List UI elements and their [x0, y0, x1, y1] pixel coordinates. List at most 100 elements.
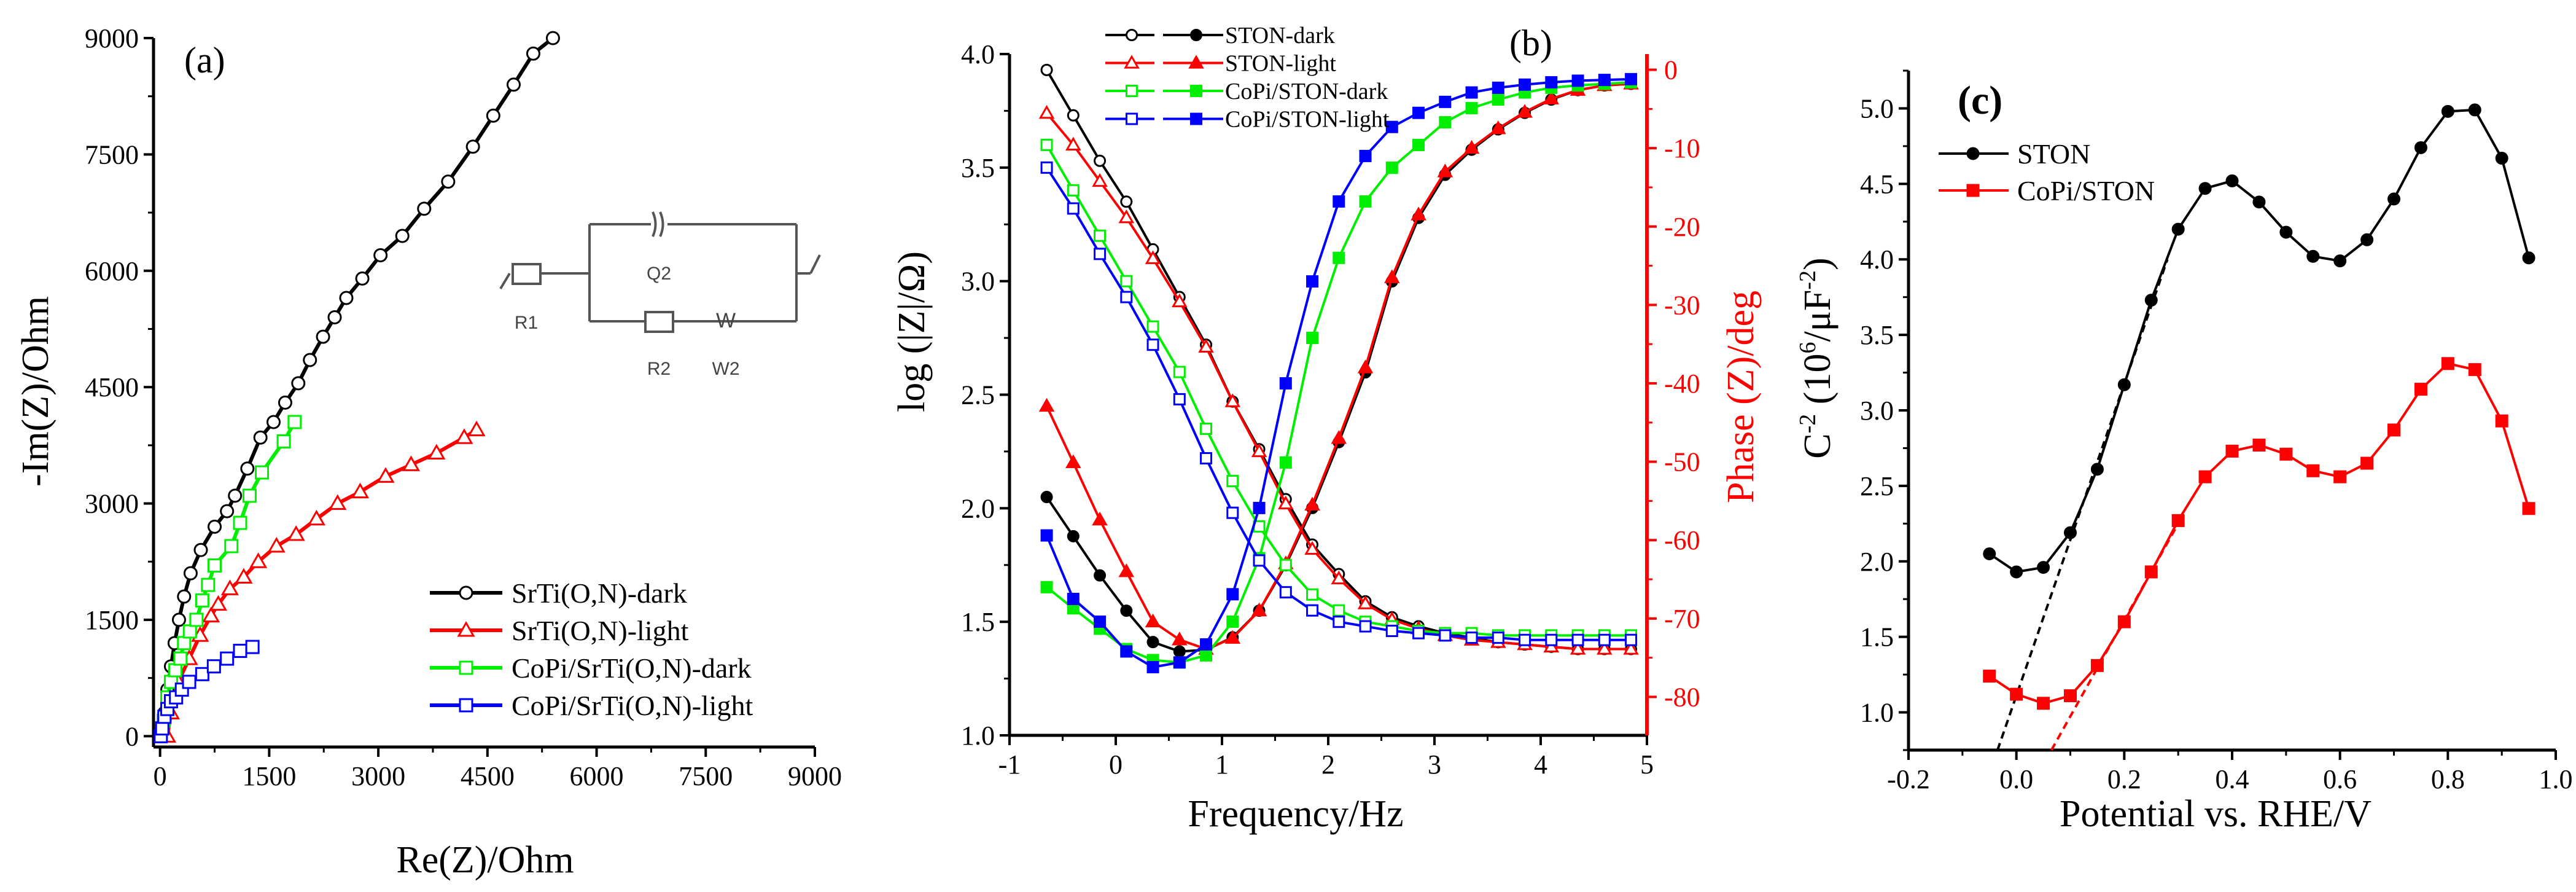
data-point [177, 636, 192, 651]
right-y-tick-label: -10 [1664, 133, 1700, 163]
y-tick-label: 1.5 [961, 607, 995, 637]
data-point [173, 651, 188, 666]
data-point [155, 721, 169, 736]
y-tick-label: 7500 [85, 139, 139, 170]
data-point [526, 46, 540, 61]
impedance-point [1359, 620, 1372, 633]
data-point [168, 663, 183, 678]
y-tick-label: 4500 [85, 372, 139, 402]
y-tick-label: 2.5 [961, 380, 995, 410]
panel-c-label: (c) [1958, 78, 2002, 123]
panel-a-nyquist: (a) Re(Z)/Ohm -Im(Z)/Ohm R1 Q2 R2 W2 W 0… [15, 23, 842, 881]
data-point [182, 675, 197, 689]
phase-point [1412, 106, 1425, 119]
data-point [182, 624, 197, 639]
impedance-point [1571, 633, 1584, 646]
impedance-point [1094, 154, 1107, 167]
impedance-point [1304, 541, 1320, 555]
phase-point [1492, 93, 1504, 106]
legend-item: CoPi/STON-light [1105, 107, 1390, 133]
phase-line [1045, 82, 1632, 651]
impedance-point [1067, 202, 1080, 215]
data-point [266, 415, 281, 429]
impedance-point [1279, 586, 1292, 599]
legend-label: SrTi(O,N)-light [512, 615, 689, 646]
data-point [209, 595, 228, 611]
data-point [2252, 439, 2266, 452]
phase-point [1065, 454, 1081, 469]
series-ston-light [1038, 76, 1639, 655]
data-point [249, 552, 268, 568]
data-point [373, 248, 388, 263]
impedance-point [1092, 173, 1108, 187]
data-point [2360, 233, 2374, 246]
impedance-point [1146, 320, 1159, 333]
y-tick-label: 4.0 [1860, 245, 1894, 275]
panel-b-y-title: log (|Z|/Ω) [891, 251, 933, 412]
legend-item: STON [1939, 138, 2090, 170]
legend-marker-filled [1190, 29, 1202, 41]
circuit-label-q2: Q2 [647, 264, 671, 284]
data-point [441, 174, 456, 189]
phase-point [1384, 269, 1400, 283]
phase-point [1412, 139, 1425, 152]
data-point [220, 651, 235, 666]
data-point [242, 488, 257, 503]
data-point [2010, 687, 2023, 701]
panel-c-x-title: Potential vs. RHE/V [2060, 793, 2372, 835]
impedance-point [1279, 558, 1292, 571]
phase-point [1306, 331, 1319, 344]
impedance-point [1038, 104, 1055, 119]
data-point [506, 77, 521, 92]
data-point [287, 525, 305, 541]
right-y-tick-label: -80 [1664, 682, 1700, 712]
x-tick-label: 0.2 [2107, 764, 2141, 794]
impedance-point [1623, 641, 1639, 655]
phase-point [1333, 251, 1345, 264]
impedance-point [1094, 229, 1107, 242]
legend-marker-open [1126, 29, 1138, 41]
data-point [2387, 192, 2400, 206]
panel-c-y-title: C-2 (106/μF-2) [1795, 257, 1839, 458]
phase-point [1279, 377, 1292, 389]
data-point [2144, 294, 2158, 307]
phase-point [1038, 397, 1055, 412]
phase-point [1463, 139, 1480, 154]
x-tick-label: 2 [1321, 749, 1335, 780]
data-point [202, 606, 220, 623]
legend-item: CoPi/SrTi(O,N)-dark [430, 652, 752, 684]
series-copi-srti-o-n-dark [157, 415, 302, 728]
phase-point [1333, 195, 1345, 208]
phase-point [1040, 529, 1053, 542]
data-point [351, 482, 370, 499]
y-tick-label: 4.5 [1860, 169, 1894, 199]
right-y-tick-label: -30 [1664, 290, 1700, 320]
phase-point [1437, 163, 1453, 178]
data-point [2333, 470, 2347, 483]
data-point [329, 494, 347, 511]
phase-point [1359, 195, 1372, 208]
phase-point [1226, 588, 1239, 601]
impedance-point [1200, 422, 1213, 435]
data-point [220, 579, 239, 595]
series-ston [1983, 103, 2535, 751]
circuit-label-r1: R1 [515, 313, 538, 333]
phase-point [1357, 359, 1374, 374]
data-point [240, 461, 255, 476]
data-point [2171, 514, 2185, 527]
data-point [486, 108, 500, 123]
data-point [233, 515, 247, 530]
phase-point [1304, 496, 1320, 511]
panel-b-right-y-title: Phase (Z)/deg [1720, 291, 1762, 503]
panel-a-label: (a) [184, 40, 225, 80]
impedance-point [1226, 506, 1239, 519]
phase-point [1545, 76, 1558, 88]
x-tick-label: 6000 [570, 761, 624, 791]
panel-a-x-title: Re(Z)/Ohm [396, 839, 574, 881]
data-point [2225, 174, 2239, 187]
panel-b-x-title: Frequency/Hz [1188, 793, 1403, 835]
phase-point [1625, 72, 1638, 85]
phase-point [1411, 206, 1426, 221]
phase-point [1439, 116, 1452, 129]
